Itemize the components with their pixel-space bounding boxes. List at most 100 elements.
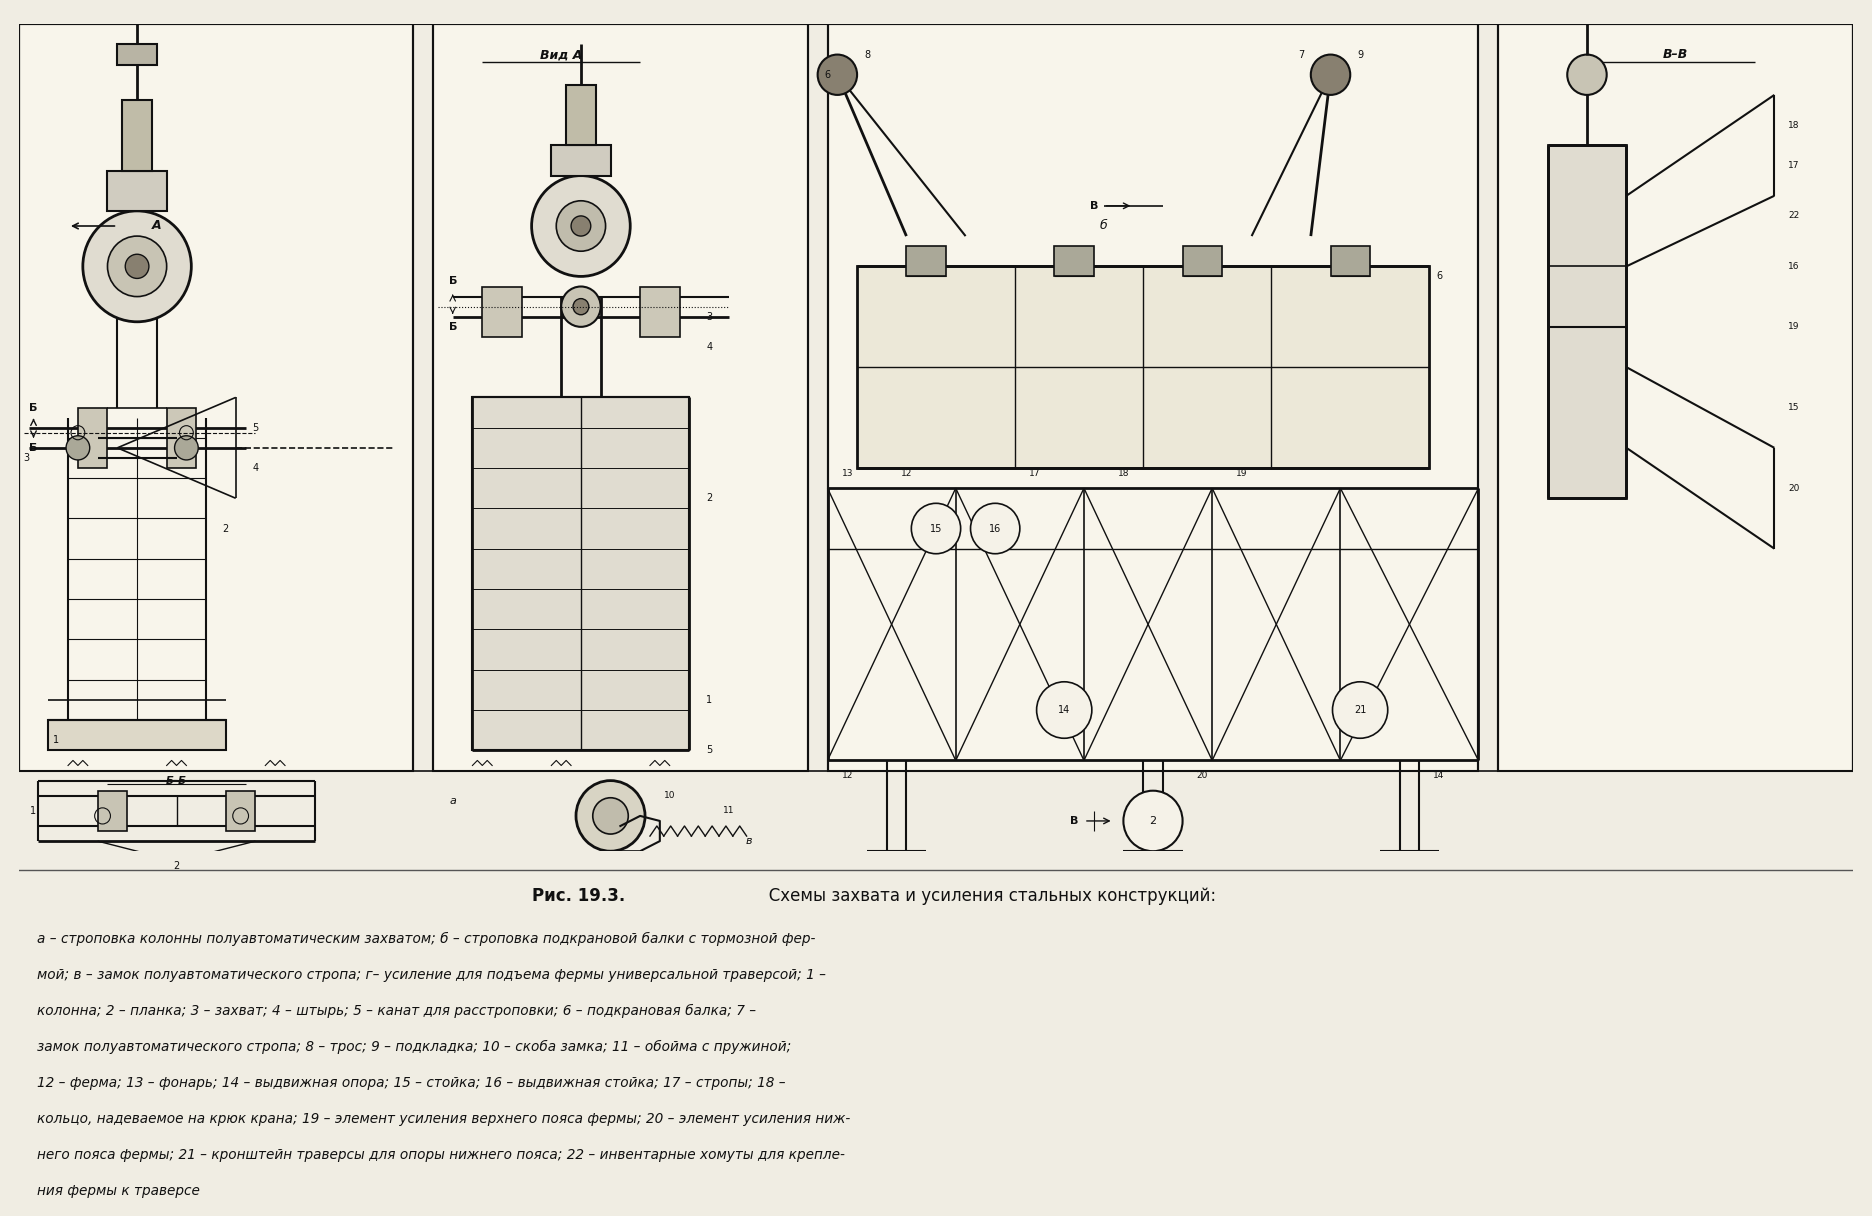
Text: 7: 7 [1297,50,1305,60]
Text: 17: 17 [1030,468,1041,478]
Bar [1054,246,1093,276]
Text: 9: 9 [1357,50,1363,60]
Text: а: а [449,795,457,806]
Text: 1: 1 [52,736,60,745]
Bar [1331,246,1370,276]
Text: 13: 13 [842,468,854,478]
Bar [432,24,809,771]
Circle shape [912,503,960,553]
Text: мой; в – замок полуавтоматического стропа; г– усиление для подъема фермы универс: мой; в – замок полуавтоматического строп… [37,968,826,981]
Text: 21: 21 [1353,705,1367,715]
Circle shape [107,236,167,297]
Text: него пояса фермы; 21 – кронштейн траверсы для опоры нижнего пояса; 22 – инвентар: него пояса фермы; 21 – кронштейн траверс… [37,1148,844,1162]
Text: Б: Б [449,276,457,287]
Text: 2: 2 [706,494,711,503]
Text: 10: 10 [665,792,676,800]
Circle shape [556,201,605,252]
Text: 4: 4 [706,342,711,351]
Circle shape [970,503,1020,553]
Circle shape [1123,790,1183,851]
Text: 12: 12 [842,771,854,781]
Bar [640,287,680,337]
Text: Б: Б [30,443,37,452]
Text: 16: 16 [988,524,1002,534]
Bar [472,398,689,750]
Text: Б: Б [30,402,37,412]
Text: 3: 3 [706,311,711,322]
Bar [552,146,610,175]
Bar [227,790,255,831]
Circle shape [571,216,592,236]
Text: 14: 14 [1434,771,1445,781]
Circle shape [593,798,629,834]
Text: 15: 15 [930,524,942,534]
Text: Б–Б: Б–Б [167,776,187,786]
Circle shape [577,781,646,851]
Bar [118,45,157,64]
Bar [1548,146,1627,499]
Text: В: В [1071,816,1078,826]
Circle shape [1310,55,1350,95]
Circle shape [82,210,191,322]
Bar [122,100,152,170]
Text: 2: 2 [174,861,180,872]
Text: а – строповка колонны полуавтоматическим захватом; б – строповка подкрановой бал: а – строповка колонны полуавтоматическим… [37,931,816,946]
Text: 8: 8 [863,50,870,60]
Bar [906,246,945,276]
Text: 2: 2 [1149,816,1157,826]
Circle shape [532,175,631,276]
Text: 6: 6 [1436,271,1441,281]
Text: 18: 18 [1118,468,1129,478]
Text: 20: 20 [1196,771,1207,781]
Text: 11: 11 [723,806,734,816]
Bar [107,170,167,210]
Text: 15: 15 [1788,402,1799,412]
Text: 6: 6 [824,69,831,80]
Text: А: А [152,220,161,232]
Text: замок полуавтоматического стропа; 8 – трос; 9 – подкладка; 10 – скоба замка; 11 : замок полуавтоматического стропа; 8 – тр… [37,1040,792,1054]
Text: 12: 12 [900,468,912,478]
Circle shape [562,287,601,327]
Text: 20: 20 [1788,484,1799,492]
Bar [1498,24,1853,771]
Bar [49,720,227,750]
Text: 2: 2 [223,524,228,534]
Text: 5: 5 [253,423,258,433]
Bar [857,266,1428,468]
Text: 16: 16 [1788,261,1799,271]
Circle shape [125,254,150,278]
Text: 19: 19 [1788,322,1799,331]
Text: кольцо, надеваемое на крюк крана; 19 – элемент усиления верхнего пояса фермы; 20: кольцо, надеваемое на крюк крана; 19 – э… [37,1111,850,1126]
Text: 19: 19 [1236,468,1247,478]
Bar [827,24,1479,771]
Text: В: В [1090,201,1099,210]
Bar [79,407,107,468]
Text: 17: 17 [1788,161,1799,170]
Text: колонна; 2 – планка; 3 – захват; 4 – штырь; 5 – канат для расстроповки; 6 – подк: колонна; 2 – планка; 3 – захват; 4 – шты… [37,1003,756,1018]
Circle shape [1333,682,1387,738]
Text: 12 – ферма; 13 – фонарь; 14 – выдвижная опора; 15 – стойка; 16 – выдвижная стойк: 12 – ферма; 13 – фонарь; 14 – выдвижная … [37,1076,786,1090]
Text: в: в [745,837,753,846]
Bar [483,287,522,337]
Text: 3: 3 [24,452,30,463]
Text: б: б [1099,220,1108,232]
Text: 4: 4 [253,463,258,473]
Text: ния фермы к траверсе: ния фермы к траверсе [37,1184,200,1198]
Bar [19,24,414,771]
Circle shape [66,435,90,460]
Bar [1183,246,1222,276]
Text: 18: 18 [1788,120,1799,130]
Circle shape [573,299,590,315]
Circle shape [1567,55,1606,95]
Circle shape [818,55,857,95]
Text: В–В: В–В [1662,49,1689,61]
Bar [565,85,595,146]
Text: 1: 1 [706,694,711,705]
Circle shape [174,435,198,460]
Bar [167,407,197,468]
Circle shape [1037,682,1091,738]
Bar [97,790,127,831]
Text: Б: Б [449,322,457,332]
Text: 5: 5 [706,745,711,755]
Text: 14: 14 [1058,705,1071,715]
